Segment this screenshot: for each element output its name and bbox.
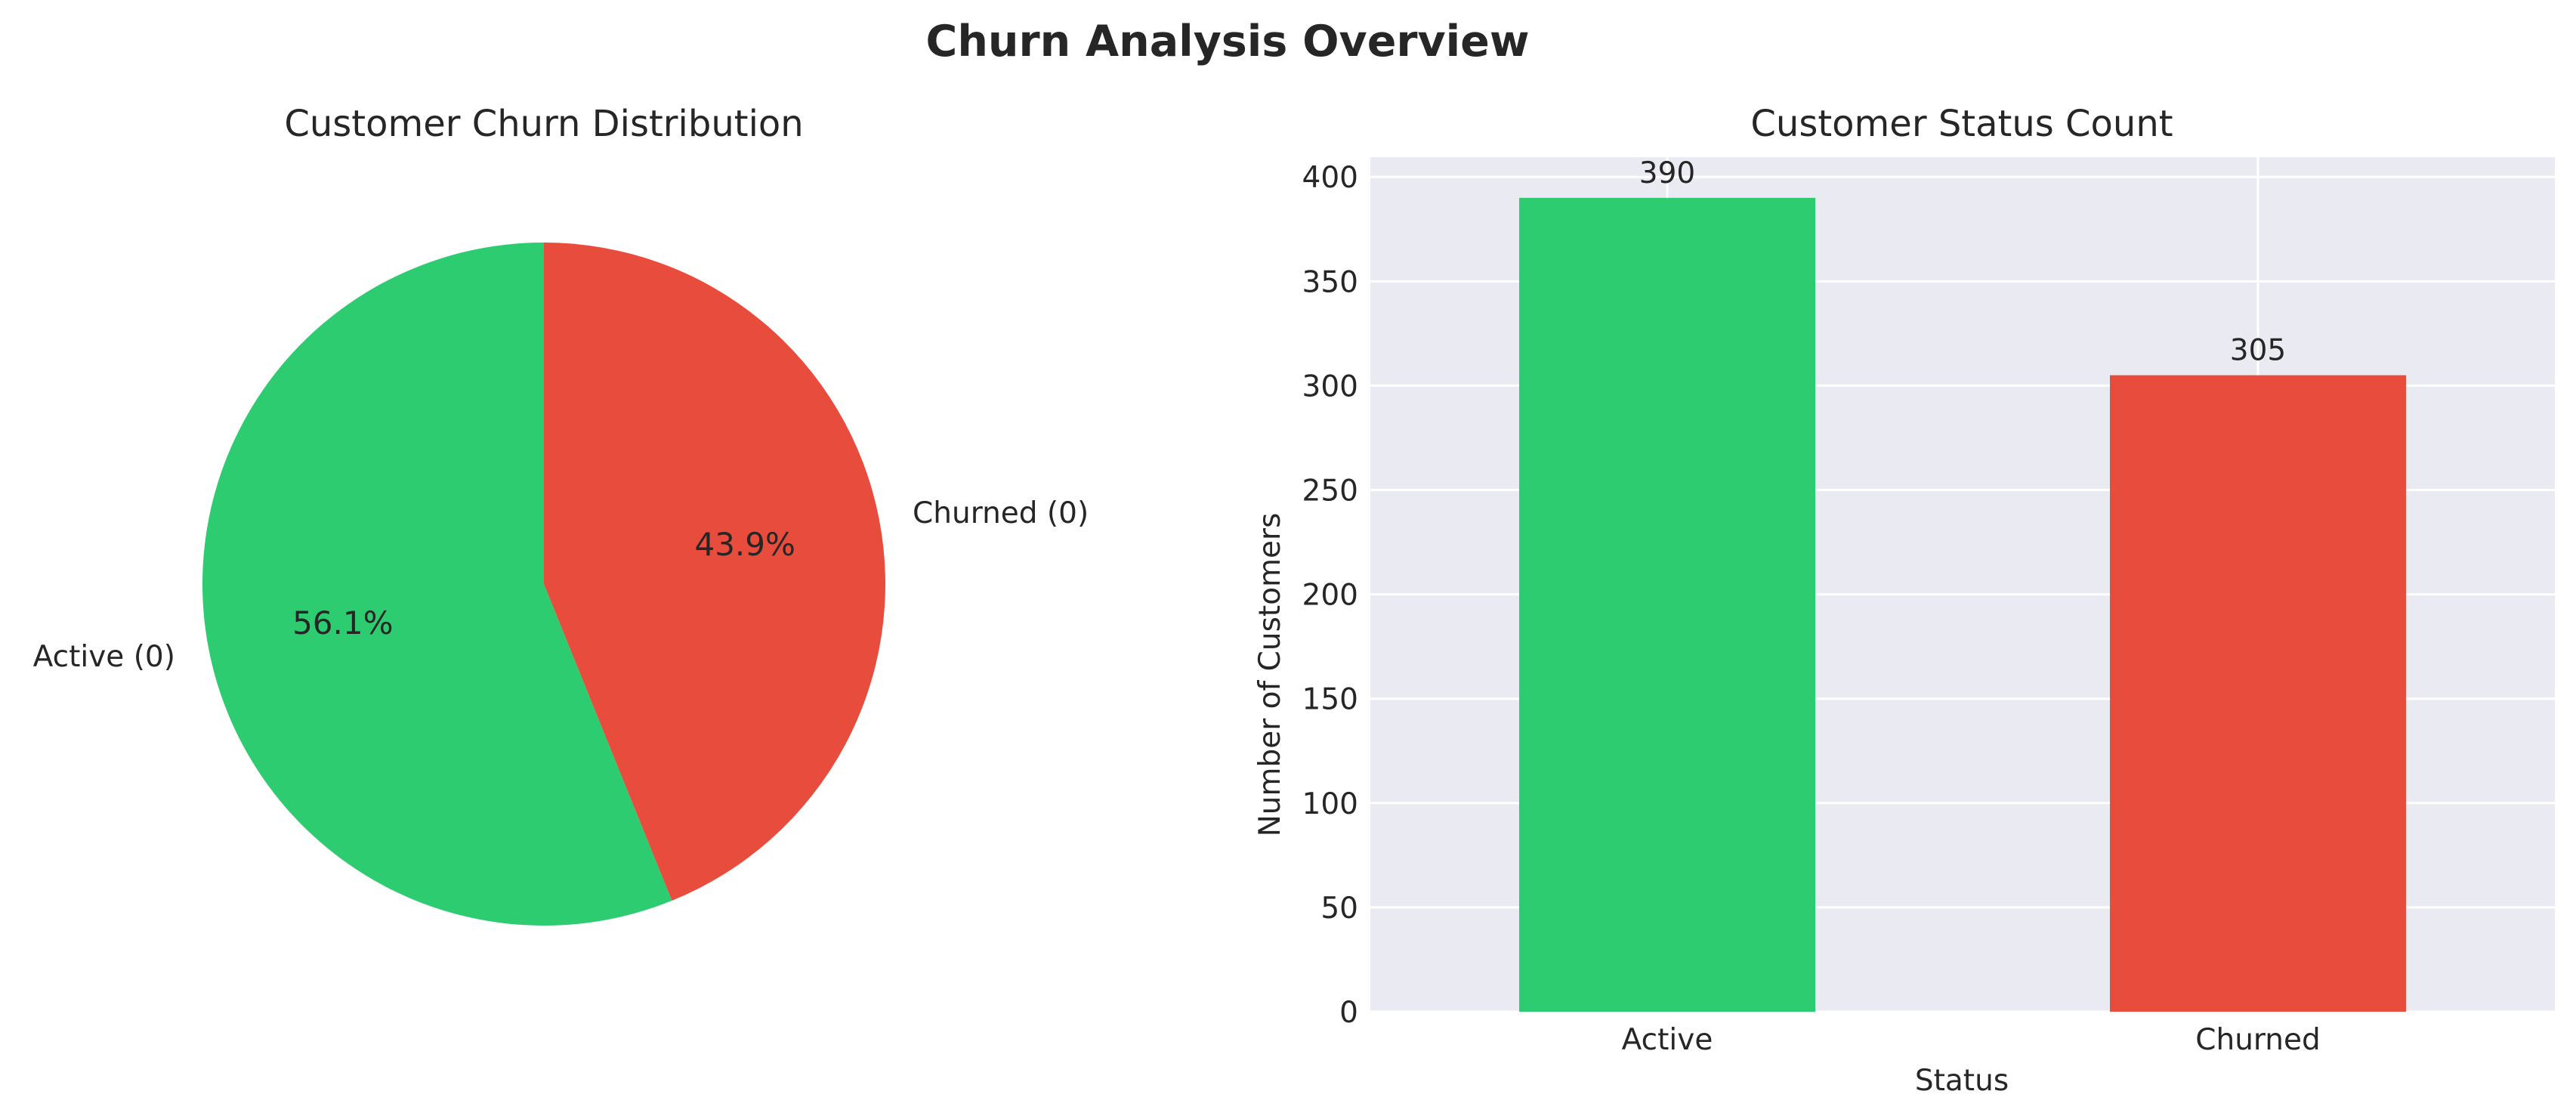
y-tick-labels: 0 50 100 150 200 250 300 350 400 — [1302, 161, 1358, 1030]
x-tick-label: Churned — [2195, 1023, 2320, 1057]
pie-percent-label: 56.1% — [292, 604, 393, 641]
pie-slices — [202, 243, 885, 926]
x-tick-labels: Active Churned — [1622, 1023, 2321, 1057]
y-tick-label: 0 — [1339, 996, 1358, 1030]
pie-slice-active — [202, 243, 672, 926]
pie-title: Customer Churn Distribution — [284, 103, 803, 145]
y-tick-label: 100 — [1302, 787, 1358, 821]
bar-chart: 0 50 100 150 200 250 300 350 400 Active Churned 3… — [1253, 103, 2555, 1098]
bar-series — [1519, 197, 2406, 1012]
pie-category-label: Churned (0) — [913, 496, 1089, 530]
y-tick-label: 400 — [1302, 161, 1358, 195]
x-tick-label: Active — [1622, 1023, 1713, 1057]
figure-title: Churn Analysis Overview — [925, 17, 1529, 66]
bar-churned — [2110, 375, 2406, 1012]
bar-value-label: 390 — [1639, 156, 1695, 190]
y-tick-label: 50 — [1320, 892, 1358, 926]
pie-category-label: Active (0) — [33, 640, 175, 674]
pie-chart: Customer Churn Distribution 56.1% Active … — [33, 103, 1089, 926]
y-tick-label: 350 — [1302, 265, 1358, 299]
y-tick-label: 250 — [1302, 474, 1358, 508]
pie-slice-churned — [544, 243, 885, 901]
pie-labels: 56.1% Active (0) 43.9% Churned (0) — [33, 496, 1089, 674]
bar-value-label: 305 — [2230, 334, 2286, 368]
pie-percent-label: 43.9% — [694, 526, 795, 563]
y-tick-label: 200 — [1302, 579, 1358, 613]
x-axis-label: Status — [1915, 1064, 2009, 1098]
y-axis-label: Number of Customers — [1253, 513, 1287, 837]
y-tick-label: 150 — [1302, 683, 1358, 717]
bar-active — [1519, 197, 1815, 1012]
bar-value-labels: 390 305 — [1639, 156, 2286, 368]
y-tick-label: 300 — [1302, 369, 1358, 403]
bar-title: Customer Status Count — [1750, 103, 2173, 145]
